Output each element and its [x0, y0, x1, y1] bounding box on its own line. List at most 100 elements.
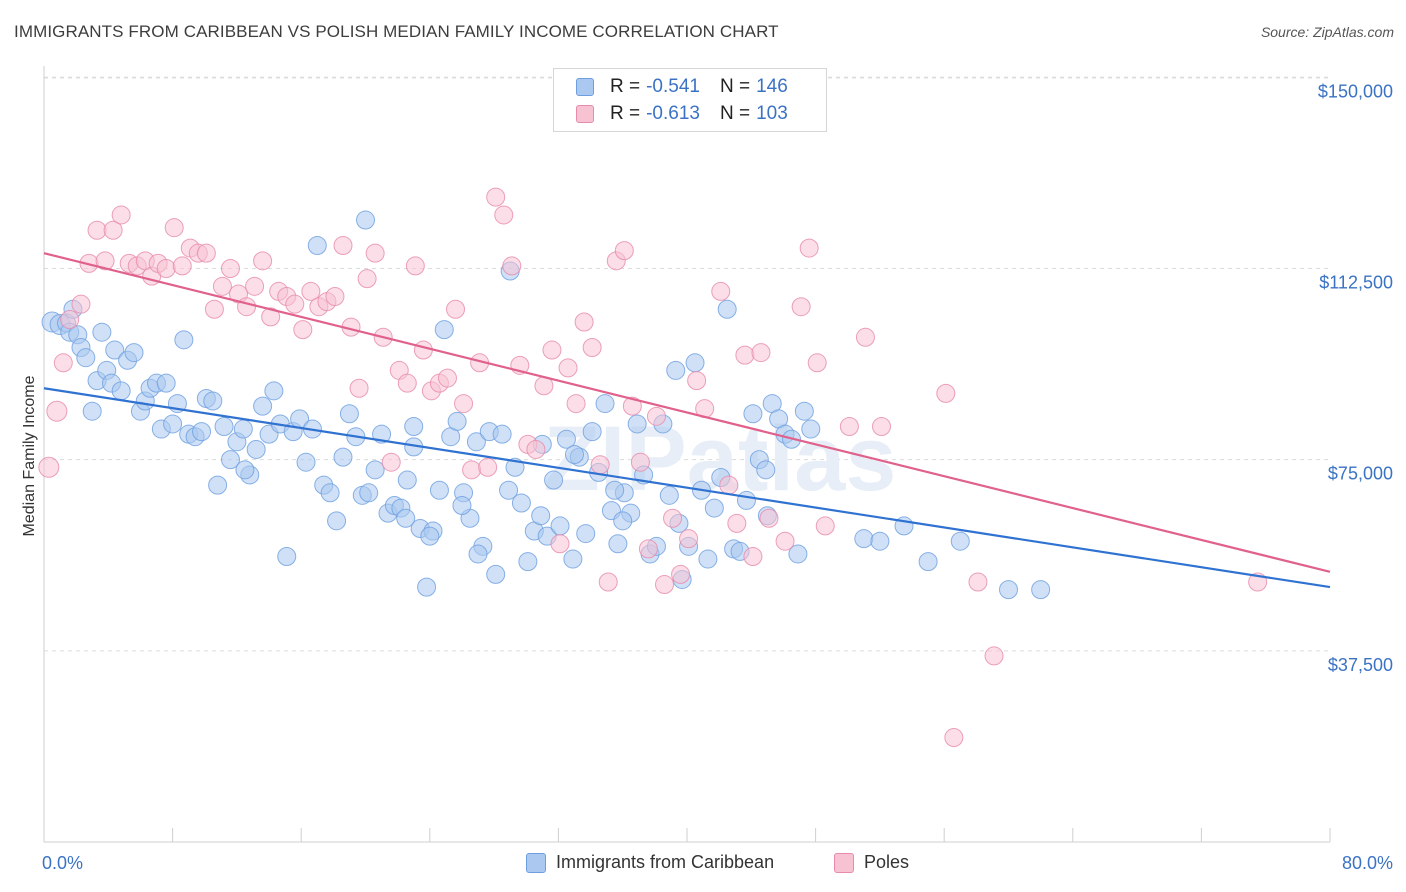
poles-point: [646, 406, 666, 426]
poles-point: [630, 452, 650, 472]
caribbean-point: [595, 394, 615, 414]
poles-point: [663, 508, 683, 528]
x-tick-label: 0.0%: [42, 853, 83, 873]
poles-point: [614, 241, 634, 261]
caribbean-point: [698, 549, 718, 569]
caribbean-point: [246, 439, 266, 459]
poles-point: [687, 371, 707, 391]
caribbean-point: [92, 322, 112, 342]
legend-n-label: N =: [719, 76, 751, 97]
caribbean-point: [788, 544, 808, 564]
caribbean-point: [564, 445, 584, 465]
caribbean-point: [608, 534, 628, 554]
poles-point: [405, 256, 425, 276]
poles-point: [220, 258, 240, 278]
poles-point: [413, 340, 433, 360]
caribbean-point: [214, 417, 234, 437]
caribbean-point: [801, 419, 821, 439]
caribbean-point: [743, 404, 763, 424]
poles-point: [839, 417, 859, 437]
caribbean-point: [544, 470, 564, 490]
poles-point: [679, 529, 699, 549]
poles-point: [46, 400, 68, 422]
poles-point: [285, 294, 305, 314]
caribbean-point: [563, 549, 583, 569]
caribbean-point: [296, 452, 316, 472]
axes: [43, 66, 1331, 843]
poles-point: [87, 220, 107, 240]
caribbean-point: [105, 340, 125, 360]
poles-point: [103, 220, 123, 240]
poles-point: [815, 516, 835, 536]
poles-point: [743, 547, 763, 567]
caribbean-point: [452, 496, 472, 516]
caribbean-point: [627, 414, 647, 434]
caribbean-point: [605, 480, 625, 500]
poles-point: [365, 243, 385, 263]
poles-point: [791, 297, 811, 317]
poles-point: [759, 508, 779, 528]
poles-point: [446, 299, 466, 319]
correlation-legend: R = -0.541 N = 146 R = -0.613 N = 103: [553, 68, 827, 132]
poles-point: [60, 309, 80, 329]
poles-point: [301, 281, 321, 301]
poles-point: [550, 534, 570, 554]
caribbean-point: [163, 414, 183, 434]
poles-point: [590, 455, 610, 475]
caribbean-point: [356, 210, 375, 230]
caribbean-point: [174, 330, 194, 350]
caribbean-point: [82, 401, 102, 421]
caribbean-point: [556, 429, 576, 449]
poles-point: [196, 243, 216, 263]
poles-point: [711, 281, 731, 301]
poles-point: [204, 299, 224, 319]
caribbean-point: [233, 419, 253, 439]
poles-point: [984, 646, 1004, 666]
caribbean-point: [794, 401, 814, 421]
caribbean-point: [396, 508, 416, 528]
poles-point: [349, 378, 369, 398]
poles-point: [735, 345, 755, 365]
legend-n-value: 103: [756, 103, 788, 124]
caribbean-point: [420, 526, 440, 546]
caribbean-point: [511, 493, 531, 513]
legend-r-label: R =: [610, 76, 641, 97]
caribbean-point: [659, 485, 679, 505]
poles-point: [526, 439, 546, 459]
poles-point: [437, 368, 457, 388]
caribbean-point: [870, 531, 890, 551]
poles-point: [325, 287, 345, 307]
caribbean-point: [277, 547, 297, 567]
series-legend-poles: Poles: [834, 852, 909, 873]
caribbean-point: [429, 480, 449, 500]
poles-point: [293, 320, 313, 340]
poles-point: [751, 343, 771, 363]
poles-point: [558, 358, 578, 378]
y-tick-label: $37,500: [1328, 655, 1393, 675]
caribbean-point: [756, 460, 776, 480]
poles-point: [253, 251, 273, 271]
caribbean-point: [404, 417, 424, 437]
caribbean-point: [918, 552, 938, 572]
poles-point: [944, 727, 964, 747]
caribbean-point: [220, 450, 240, 470]
caribbean-point: [76, 348, 96, 368]
y-axis-title: Median Family Income: [21, 375, 38, 536]
poles-point: [71, 294, 91, 314]
caribbean-point: [704, 498, 724, 518]
caribbean-point: [253, 396, 273, 416]
trend-lines: [43, 252, 1331, 589]
caribbean-point: [1031, 580, 1051, 600]
legend-swatch-caribbean: [576, 78, 594, 96]
poles-point: [462, 460, 482, 480]
poles-point: [478, 457, 498, 477]
caribbean-trend-line: [43, 387, 1331, 589]
caribbean-point: [156, 373, 176, 393]
y-tick-label: $112,500: [1319, 272, 1393, 292]
series-swatch-caribbean: [526, 852, 546, 873]
poles-trend-line: [43, 252, 1331, 573]
caribbean-point: [372, 424, 392, 444]
caribbean-point: [736, 490, 756, 510]
caribbean-point: [307, 236, 327, 256]
